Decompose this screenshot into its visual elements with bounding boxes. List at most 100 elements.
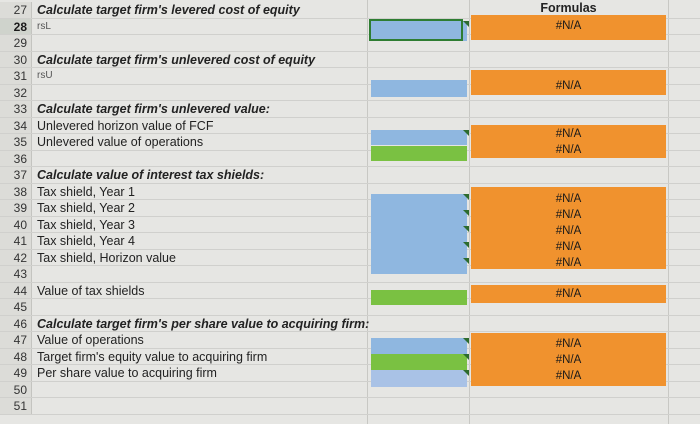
formulas-header: Formulas bbox=[540, 1, 597, 15]
sheet-row: 44 Value of tax shields bbox=[0, 282, 700, 299]
row-label[interactable]: rsL bbox=[37, 20, 51, 32]
input-cell-rsu[interactable] bbox=[371, 80, 467, 97]
sheet-row: 38 Tax shield, Year 1 bbox=[0, 183, 700, 200]
row-number[interactable]: 28 bbox=[0, 18, 32, 34]
formula-block-per-share bbox=[471, 333, 666, 386]
row-number[interactable]: 51 bbox=[0, 398, 32, 414]
row-label[interactable]: Unlevered horizon value of FCF bbox=[37, 118, 214, 133]
sheet-row: 33 Calculate target firm's unlevered valu… bbox=[0, 101, 700, 118]
input-cell-equity-value[interactable] bbox=[371, 354, 467, 370]
formula-cell-horizon-fcf[interactable]: #N/A bbox=[555, 128, 582, 140]
input-cell-per-share[interactable] bbox=[371, 370, 467, 387]
row-number[interactable]: 38 bbox=[0, 183, 32, 199]
row-label[interactable]: Value of operations bbox=[37, 333, 144, 347]
formula-cell-value-tax-shields[interactable]: #N/A bbox=[471, 285, 666, 303]
row-number[interactable]: 40 bbox=[0, 216, 32, 232]
comment-marker-icon bbox=[463, 242, 469, 248]
row-number[interactable]: 34 bbox=[0, 117, 32, 133]
row-label[interactable]: Target firm's equity value to acquiring … bbox=[37, 349, 268, 364]
row-number[interactable]: 30 bbox=[0, 51, 32, 67]
sheet-row: 40 Tax shield, Year 3 bbox=[0, 216, 700, 233]
row-label[interactable]: Calculate value of interest tax shields: bbox=[37, 168, 265, 182]
row-number[interactable]: 29 bbox=[0, 35, 32, 51]
row-number[interactable]: 35 bbox=[0, 134, 32, 150]
selected-cell-outline bbox=[369, 19, 463, 41]
row-number[interactable]: 33 bbox=[0, 101, 32, 117]
row-label[interactable]: Tax shield, Year 2 bbox=[37, 201, 135, 215]
row-number[interactable]: 45 bbox=[0, 299, 32, 315]
formula-cell-ts-year2[interactable]: #N/A bbox=[555, 209, 582, 221]
sheet-row: 27 Calculate target firm's levered cost o… bbox=[0, 2, 700, 19]
formula-cell-per-share[interactable]: #N/A bbox=[555, 370, 582, 382]
row-label[interactable]: Tax shield, Year 3 bbox=[37, 217, 135, 232]
formula-cell-equity-value[interactable]: #N/A bbox=[555, 354, 582, 366]
sheet-row: 41 Tax shield, Year 4 bbox=[0, 233, 700, 250]
row-label[interactable]: Tax shield, Horizon value bbox=[37, 250, 176, 265]
sheet-row: 51 bbox=[0, 398, 700, 415]
formula-cell-ts-year1[interactable]: #N/A bbox=[555, 193, 582, 205]
comment-marker-icon bbox=[463, 258, 469, 264]
formula-block-tax-shields bbox=[471, 187, 666, 269]
row-number[interactable]: 43 bbox=[0, 266, 32, 282]
column-divider bbox=[367, 0, 368, 424]
formula-cell-rsl[interactable]: #N/A bbox=[471, 15, 666, 40]
input-cell-horizon-fcf[interactable] bbox=[371, 130, 467, 145]
sheet-row: 46 Calculate target firm's per share valu… bbox=[0, 315, 700, 332]
row-label[interactable]: rsU bbox=[37, 70, 53, 81]
row-number[interactable]: 32 bbox=[0, 84, 32, 100]
sheet-row: 42 Tax shield, Horizon value bbox=[0, 249, 700, 266]
row-number[interactable]: 27 bbox=[0, 2, 32, 18]
comment-marker-icon bbox=[463, 226, 469, 232]
input-cell-unlevered-ops[interactable] bbox=[371, 146, 467, 161]
comment-marker-icon bbox=[463, 338, 469, 344]
column-divider bbox=[668, 0, 669, 424]
row-label[interactable]: Tax shield, Year 4 bbox=[37, 234, 135, 248]
sheet-row: 45 bbox=[0, 299, 700, 316]
sheet-row: 32 bbox=[0, 84, 700, 101]
row-label[interactable]: Calculate target firm's levered cost of … bbox=[37, 3, 300, 17]
sheet-row: 36 bbox=[0, 150, 700, 167]
comment-marker-icon bbox=[463, 130, 469, 136]
row-label[interactable]: Tax shield, Year 1 bbox=[37, 184, 135, 199]
sheet-row: 37 Calculate value of interest tax shield… bbox=[0, 167, 700, 184]
comment-marker-icon bbox=[463, 370, 469, 376]
sheet-row: 39 Tax shield, Year 2 bbox=[0, 200, 700, 217]
row-label[interactable]: Calculate target firm's unlevered value: bbox=[37, 102, 270, 116]
row-number[interactable]: 50 bbox=[0, 381, 32, 397]
row-label[interactable]: Value of tax shields bbox=[37, 283, 145, 298]
row-number[interactable]: 44 bbox=[0, 282, 32, 298]
sheet-row: 50 bbox=[0, 381, 700, 398]
row-number[interactable]: 49 bbox=[0, 365, 32, 381]
input-cell-value-ops[interactable] bbox=[371, 338, 467, 354]
sheet-row: 30 Calculate target firm's unlevered cost… bbox=[0, 51, 700, 68]
row-number[interactable]: 36 bbox=[0, 150, 32, 166]
row-label[interactable]: Per share value to acquiring firm bbox=[37, 366, 217, 380]
row-number[interactable]: 42 bbox=[0, 249, 32, 265]
formula-cell-unlevered-ops[interactable]: #N/A bbox=[555, 144, 582, 156]
row-number[interactable]: 31 bbox=[0, 68, 32, 84]
sheet-row: 31 rsU bbox=[0, 68, 700, 85]
row-label[interactable]: Calculate target firm's per share value … bbox=[37, 316, 370, 331]
row-number[interactable]: 46 bbox=[0, 315, 32, 331]
row-label[interactable]: Calculate target firm's unlevered cost o… bbox=[37, 52, 316, 67]
sheet-row: 43 bbox=[0, 266, 700, 283]
row-number[interactable]: 47 bbox=[0, 332, 32, 348]
formula-cell-ts-year3[interactable]: #N/A bbox=[555, 225, 582, 237]
column-divider bbox=[469, 0, 470, 424]
row-label[interactable]: Unlevered value of operations bbox=[37, 135, 204, 149]
input-cell-value-tax-shields[interactable] bbox=[371, 290, 467, 305]
formula-block-unlevered bbox=[471, 125, 666, 158]
formula-cell-ts-year4[interactable]: #N/A bbox=[555, 241, 582, 253]
row-number[interactable]: 37 bbox=[0, 167, 32, 183]
row-number[interactable]: 48 bbox=[0, 348, 32, 364]
input-cell-rsl[interactable] bbox=[371, 21, 467, 41]
comment-marker-icon bbox=[463, 21, 469, 27]
input-cells-tax-shields[interactable] bbox=[371, 194, 467, 274]
sheet-row: 35 Unlevered value of operations bbox=[0, 134, 700, 151]
formula-cell-value-ops[interactable]: #N/A bbox=[555, 338, 582, 350]
row-number[interactable]: 41 bbox=[0, 233, 32, 249]
formula-cell-rsu[interactable]: #N/A bbox=[471, 70, 666, 95]
formula-cell-ts-horizon[interactable]: #N/A bbox=[555, 257, 582, 269]
row-number[interactable]: 39 bbox=[0, 200, 32, 216]
